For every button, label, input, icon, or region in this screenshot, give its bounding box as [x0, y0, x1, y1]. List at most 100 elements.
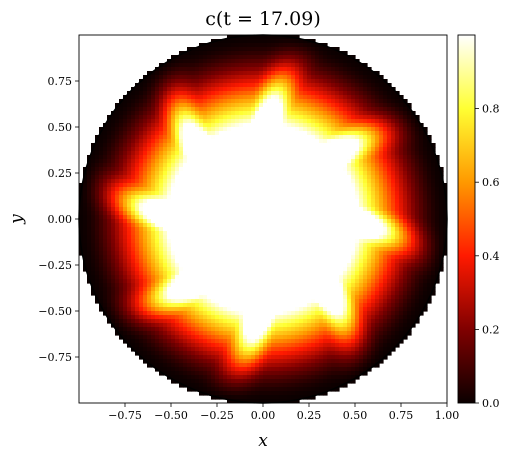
field-cell	[163, 87, 168, 92]
field-cell	[311, 127, 316, 132]
field-cell	[167, 67, 172, 72]
field-cell	[347, 107, 352, 112]
field-cell	[423, 195, 428, 200]
field-cell	[387, 227, 392, 232]
field-cell	[395, 151, 400, 156]
field-cell	[367, 151, 372, 156]
field-cell	[227, 39, 232, 44]
field-cell	[299, 167, 304, 172]
field-cell	[343, 55, 348, 60]
field-cell	[335, 127, 340, 132]
field-cell	[331, 167, 336, 172]
field-cell	[195, 239, 200, 244]
field-cell	[275, 211, 280, 216]
field-cell	[107, 191, 112, 196]
field-cell	[435, 203, 440, 208]
field-cell	[415, 267, 420, 272]
field-cell	[323, 123, 328, 128]
field-cell	[131, 215, 136, 220]
field-cell	[135, 95, 140, 100]
field-cell	[295, 103, 300, 108]
field-cell	[147, 119, 152, 124]
field-cell	[159, 203, 164, 208]
field-cell	[367, 179, 372, 184]
field-cell	[295, 179, 300, 184]
field-cell	[167, 95, 172, 100]
field-cell	[275, 151, 280, 156]
field-cell	[219, 43, 224, 48]
field-cell	[335, 255, 340, 260]
field-cell	[207, 207, 212, 212]
field-cell	[159, 139, 164, 144]
field-cell	[115, 287, 120, 292]
field-cell	[255, 111, 260, 116]
field-cell	[203, 151, 208, 156]
field-cell	[247, 75, 252, 80]
field-cell	[171, 91, 176, 96]
field-cell	[355, 75, 360, 80]
field-cell	[207, 147, 212, 152]
field-cell	[311, 59, 316, 64]
field-cell	[155, 199, 160, 204]
field-cell	[343, 99, 348, 104]
field-cell	[435, 155, 440, 160]
field-cell	[359, 123, 364, 128]
field-cell	[315, 263, 320, 268]
field-cell	[219, 207, 224, 212]
field-cell	[151, 199, 156, 204]
field-cell	[187, 71, 192, 76]
field-cell	[263, 227, 268, 232]
field-cell	[199, 55, 204, 60]
field-cell	[263, 103, 268, 108]
field-cell	[235, 151, 240, 156]
field-cell	[287, 43, 292, 48]
field-cell	[175, 99, 180, 104]
field-cell	[327, 219, 332, 224]
field-cell	[335, 87, 340, 92]
field-cell	[343, 259, 348, 264]
field-cell	[195, 175, 200, 180]
field-cell	[291, 91, 296, 96]
field-cell	[363, 71, 368, 76]
field-cell	[179, 207, 184, 212]
field-cell	[175, 187, 180, 192]
field-cell	[331, 59, 336, 64]
field-cell	[403, 239, 408, 244]
field-cell	[259, 91, 264, 96]
field-cell	[191, 99, 196, 104]
field-cell	[147, 159, 152, 164]
field-cell	[183, 127, 188, 132]
field-cell	[311, 167, 316, 172]
field-cell	[207, 163, 212, 168]
field-cell	[279, 55, 284, 60]
field-cell	[247, 227, 252, 232]
field-cell	[335, 59, 340, 64]
field-cell	[371, 211, 376, 216]
field-cell	[199, 195, 204, 200]
field-cell	[275, 139, 280, 144]
field-cell	[343, 91, 348, 96]
field-cell	[279, 223, 284, 228]
field-cell	[243, 223, 248, 228]
field-cell	[311, 271, 316, 276]
field-cell	[175, 127, 180, 132]
field-cell	[235, 243, 240, 248]
field-cell	[315, 59, 320, 64]
field-cell	[155, 171, 160, 176]
field-cell	[331, 247, 336, 252]
field-cell	[155, 287, 160, 292]
field-cell	[103, 267, 108, 272]
field-cell	[327, 87, 332, 92]
field-cell	[139, 115, 144, 120]
field-cell	[159, 159, 164, 164]
field-cell	[227, 119, 232, 124]
field-cell	[143, 191, 148, 196]
field-cell	[431, 259, 436, 264]
field-cell	[211, 91, 216, 96]
field-cell	[107, 211, 112, 216]
field-cell	[235, 59, 240, 64]
field-cell	[315, 227, 320, 232]
field-cell	[391, 235, 396, 240]
field-cell	[295, 175, 300, 180]
field-cell	[239, 223, 244, 228]
